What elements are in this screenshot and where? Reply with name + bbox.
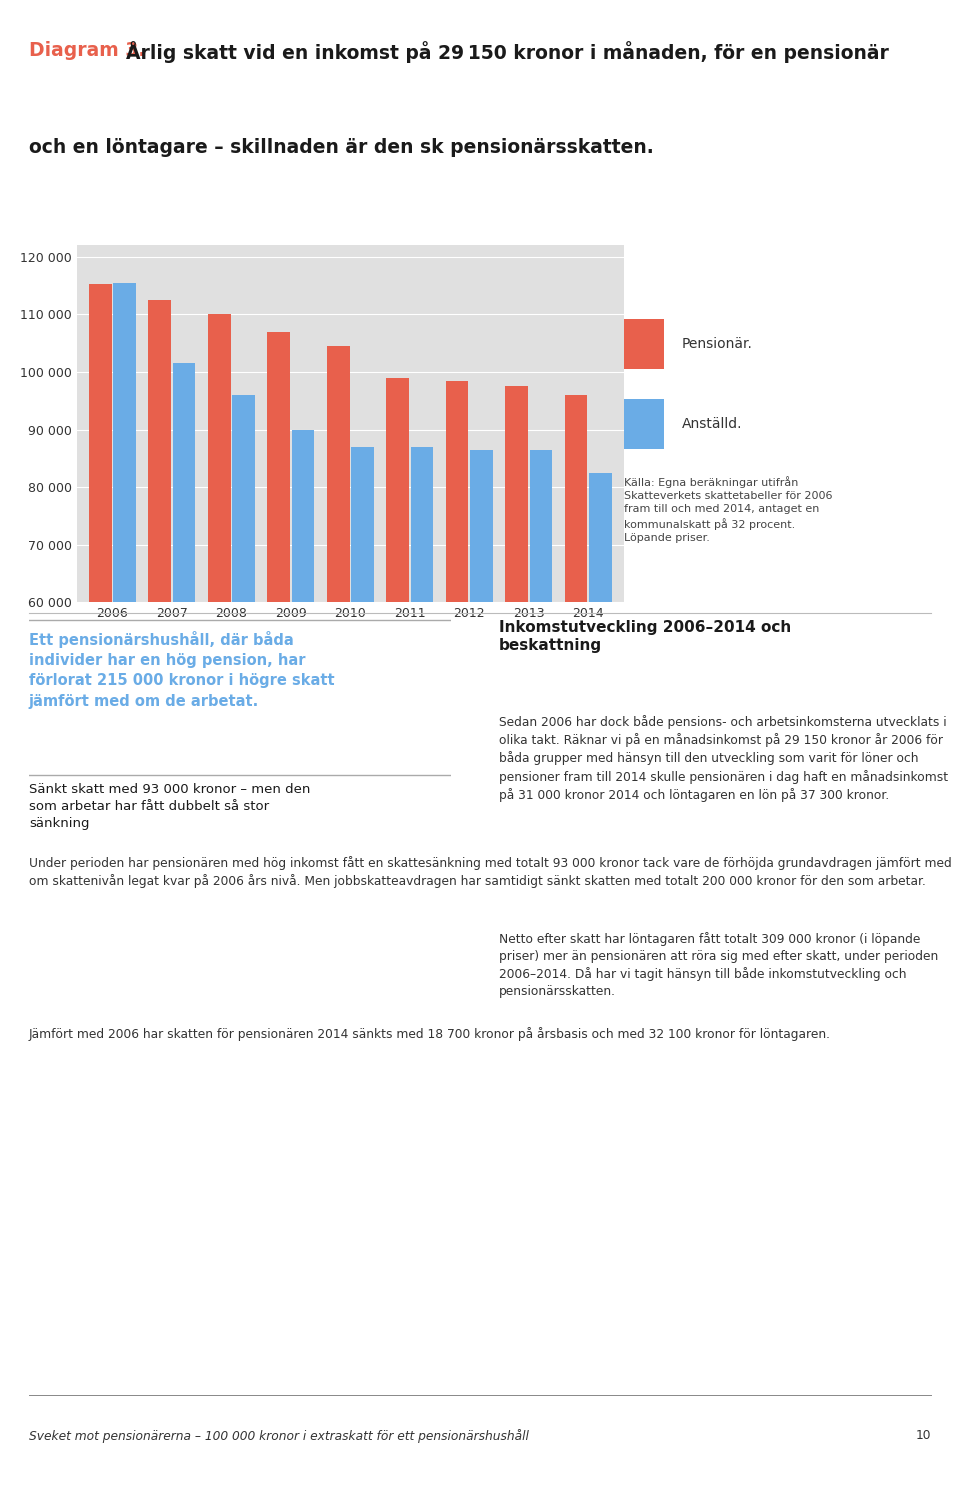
Text: Sveket mot pensionärerna – 100 000 kronor i extraskatt för ett pensionärshushåll: Sveket mot pensionärerna – 100 000 krono… — [29, 1429, 529, 1442]
Bar — [445, 381, 468, 947]
FancyBboxPatch shape — [624, 318, 664, 369]
Text: Inkomstutveckling 2006–2014 och
beskattning: Inkomstutveckling 2006–2014 och beskattn… — [499, 620, 791, 653]
Bar — [351, 446, 373, 947]
Bar — [589, 473, 612, 947]
Text: Sänkt skatt med 93 000 kronor – men den
som arbetar har fått dubbelt så stor
sän: Sänkt skatt med 93 000 kronor – men den … — [29, 782, 310, 830]
Text: och en löntagare – skillnaden är den sk pensionärsskatten.: och en löntagare – skillnaden är den sk … — [29, 138, 654, 156]
Bar — [411, 446, 433, 947]
Bar — [149, 300, 171, 947]
Text: Pensionär.: Pensionär. — [682, 336, 753, 351]
Text: Årlig skatt vid en inkomst på 29 150 kronor i månaden, för en pensionär: Årlig skatt vid en inkomst på 29 150 kro… — [127, 42, 889, 62]
Text: Sedan 2006 har dock både pensions- och arbetsinkomsterna utvecklats i olika takt: Sedan 2006 har dock både pensions- och a… — [499, 715, 948, 801]
Text: Jämfört med 2006 har skatten för pensionären 2014 sänkts med 18 700 kronor på år: Jämfört med 2006 har skatten för pension… — [29, 1028, 830, 1041]
Bar — [292, 430, 315, 947]
Text: Ett pensionärshushåll, där båda
individer har en hög pension, har
förlorat 215 0: Ett pensionärshushåll, där båda individe… — [29, 630, 334, 709]
Bar — [386, 378, 409, 947]
Bar — [89, 284, 111, 947]
Text: Anställd.: Anställd. — [682, 416, 742, 431]
Bar — [113, 283, 136, 947]
Bar — [564, 396, 588, 947]
FancyBboxPatch shape — [624, 399, 664, 449]
Bar — [173, 363, 196, 947]
Bar — [208, 314, 230, 947]
Text: Diagram 3.: Diagram 3. — [29, 42, 145, 59]
Text: Under perioden har pensionären med hög inkomst fått en skattesänkning med totalt: Under perioden har pensionären med hög i… — [29, 857, 951, 888]
Bar — [232, 396, 255, 947]
Bar — [530, 449, 552, 947]
Text: Källa: Egna beräkningar utifrån
Skatteverkets skattetabeller för 2006
fram till : Källa: Egna beräkningar utifrån Skatteve… — [624, 476, 832, 543]
Text: 10: 10 — [916, 1429, 931, 1442]
Bar — [327, 346, 349, 947]
Bar — [470, 449, 492, 947]
Bar — [505, 387, 528, 947]
Bar — [268, 332, 290, 947]
Text: Netto efter skatt har löntagaren fått totalt 309 000 kronor (i löpande priser) m: Netto efter skatt har löntagaren fått to… — [499, 932, 939, 998]
